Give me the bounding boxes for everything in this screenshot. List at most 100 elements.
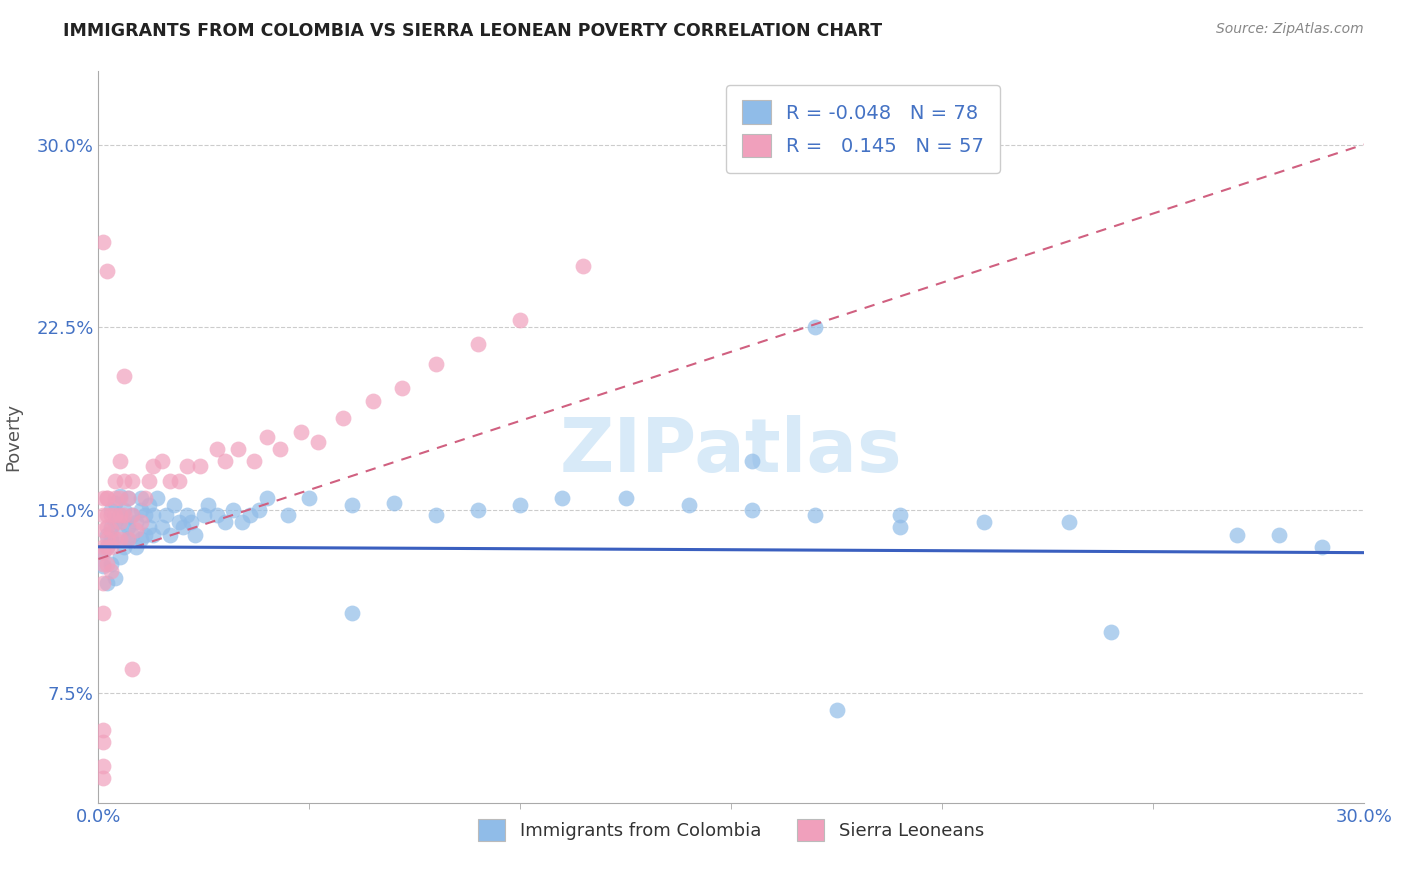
Point (96, 540, 118, 554)
Point (134, 491, 156, 505)
Point (121, 508, 143, 522)
Point (104, 496, 127, 510)
Point (138, 520, 160, 534)
Point (214, 454, 236, 468)
Point (425, 508, 447, 522)
Point (104, 474, 127, 488)
Point (117, 520, 139, 534)
Point (96, 527, 118, 541)
Point (121, 662, 143, 676)
Point (138, 474, 160, 488)
Point (167, 516, 190, 530)
Point (184, 527, 207, 541)
Text: IMMIGRANTS FROM COLOMBIA VS SIERRA LEONEAN POVERTY CORRELATION CHART: IMMIGRANTS FROM COLOMBIA VS SIERRA LEONE… (63, 22, 883, 40)
Point (277, 508, 299, 522)
Point (104, 508, 127, 522)
Point (425, 357, 447, 371)
Point (614, 491, 637, 505)
Point (91, 540, 114, 554)
Point (108, 454, 131, 468)
Point (155, 508, 177, 522)
Point (108, 508, 131, 522)
Point (91, 523, 114, 537)
Point (247, 503, 270, 517)
Point (100, 564, 122, 578)
Point (889, 508, 911, 522)
Point (96, 264, 118, 278)
Point (117, 491, 139, 505)
Point (104, 516, 127, 530)
Point (108, 533, 131, 547)
Point (467, 503, 489, 517)
Point (112, 503, 135, 517)
Point (96, 520, 118, 534)
Point (138, 499, 160, 513)
Point (125, 540, 148, 554)
Point (100, 520, 122, 534)
Point (180, 516, 202, 530)
Point (96, 508, 118, 522)
Point (467, 337, 489, 351)
Point (1057, 516, 1080, 530)
Point (142, 459, 165, 474)
Point (256, 491, 278, 505)
Point (129, 516, 152, 530)
Point (134, 508, 156, 522)
Point (804, 508, 827, 522)
Point (108, 549, 131, 564)
Point (678, 499, 700, 513)
Point (889, 520, 911, 534)
Point (100, 503, 122, 517)
Point (91, 759, 114, 773)
Point (91, 559, 114, 574)
Point (129, 503, 152, 517)
Point (243, 454, 266, 468)
Point (509, 313, 531, 327)
Point (214, 516, 236, 530)
Point (146, 491, 169, 505)
Point (142, 527, 165, 541)
Point (741, 503, 763, 517)
Point (1310, 540, 1333, 554)
Point (159, 474, 181, 488)
Point (121, 527, 143, 541)
Point (332, 410, 354, 425)
Point (121, 474, 143, 488)
Point (142, 508, 165, 522)
Point (108, 516, 131, 530)
Point (551, 491, 574, 505)
Point (256, 430, 278, 444)
Point (825, 703, 848, 717)
Point (104, 533, 127, 547)
Point (340, 499, 363, 513)
Point (269, 442, 291, 457)
Point (96, 540, 118, 554)
Point (91, 576, 114, 591)
Point (205, 508, 228, 522)
Point (108, 527, 131, 541)
Point (112, 369, 135, 384)
Point (96, 557, 118, 571)
Point (391, 381, 413, 395)
Point (193, 508, 215, 522)
Point (100, 508, 122, 522)
Point (112, 516, 135, 530)
Point (150, 520, 173, 534)
Point (112, 540, 135, 554)
Point (96, 491, 118, 505)
Point (108, 491, 131, 505)
Point (1268, 527, 1291, 541)
Point (121, 508, 143, 522)
Point (112, 474, 135, 488)
Point (91, 235, 114, 249)
Point (167, 474, 190, 488)
Point (91, 508, 114, 522)
Point (150, 454, 173, 468)
Point (176, 459, 198, 474)
Point (91, 735, 114, 749)
Point (163, 499, 186, 513)
Point (117, 533, 139, 547)
Point (172, 520, 194, 534)
Point (96, 576, 118, 591)
Point (361, 393, 384, 408)
